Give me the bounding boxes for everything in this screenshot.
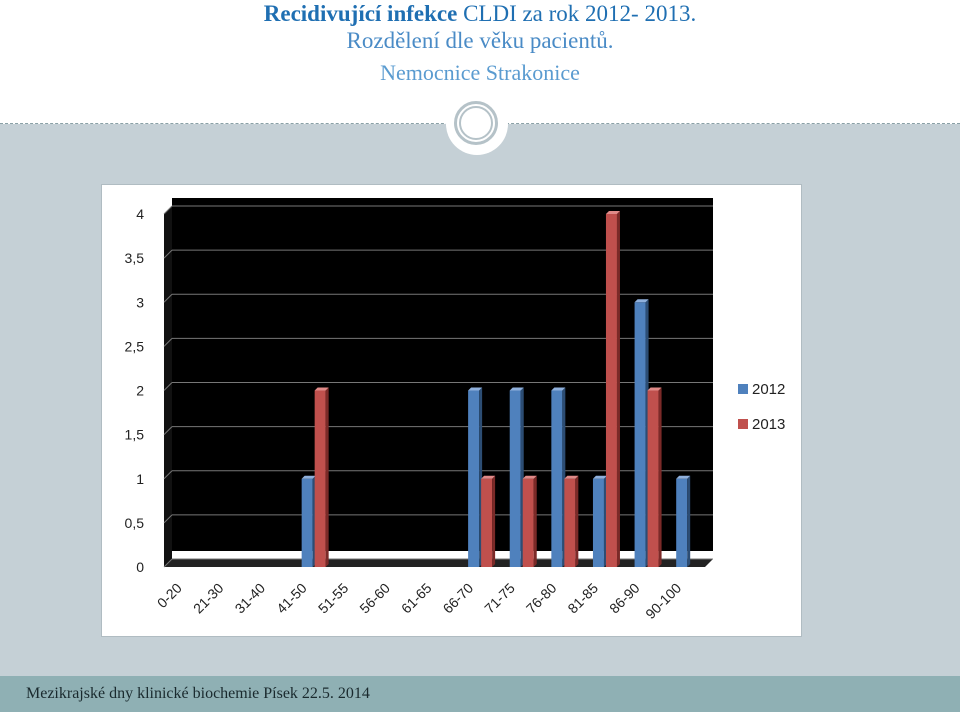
y-tick-label: 0 [136, 559, 144, 575]
bar-2013-76-80 [564, 475, 579, 567]
gridline-diagonal [163, 382, 173, 391]
gridline-diagonal [163, 426, 173, 435]
bar-2013-41-50 [314, 387, 329, 567]
gridline-diagonal [163, 249, 173, 259]
y-tick-label: 4 [136, 206, 144, 222]
slide-subtitle: Rozdělení dle věku pacientů. [346, 28, 614, 53]
decorative-ring-icon [454, 101, 498, 145]
bar-chart: 0 0,5 1 1,5 2 2,5 3 3,5 4 0-20 21-30 31-40 41-50 51-5… [125, 198, 785, 622]
decorative-inner-ring-icon [459, 106, 493, 140]
x-tick-label: 56-60 [356, 580, 393, 617]
legend-label-2012: 2012 [752, 381, 785, 398]
y-tick-label: 0,5 [125, 515, 145, 531]
plot-back-wall [172, 198, 713, 551]
bar-2013-71-75 [522, 475, 537, 567]
legend-label-2013: 2013 [752, 416, 785, 433]
legend-swatch-2012 [738, 384, 748, 394]
y-tick-label: 1,5 [125, 427, 145, 443]
bar-2013-66-70 [481, 475, 496, 567]
legend-swatch-2013 [738, 419, 748, 429]
plot-floor [164, 559, 713, 567]
y-tick-label: 1 [136, 471, 144, 487]
y-tick-label: 2,5 [125, 338, 145, 354]
x-tick-label: 61-65 [398, 580, 435, 617]
x-tick-label: 66-70 [440, 580, 477, 617]
y-tick-label: 2 [136, 383, 144, 399]
chart-panel: 0 0,5 1 1,5 2 2,5 3 3,5 4 0-20 21-30 31-40 41-50 51-5… [101, 184, 802, 637]
x-tick-label: 0-20 [154, 580, 185, 611]
title-bold-part: Recidivující infekce [263, 1, 458, 26]
bar-2012-76-80 [551, 387, 566, 567]
x-tick-label: 51-55 [315, 580, 352, 617]
y-tick-label: 3,5 [125, 250, 145, 266]
bar-2013-86-90 [647, 387, 662, 567]
hospital-name: Nemocnice Strakonice [380, 60, 580, 85]
x-tick-label: 71-75 [481, 580, 518, 617]
gridline-diagonal [163, 558, 173, 568]
x-tick-label: 31-40 [232, 580, 269, 617]
bar-2012-90-100 [676, 475, 691, 567]
gridline-diagonal [163, 514, 173, 524]
title-rest-part: CLDI za rok 2012- 2013. [457, 1, 697, 26]
footer-text: Mezikrajské dny klinické biochemie Písek… [26, 685, 370, 702]
bar-2012-86-90 [634, 299, 649, 567]
bar-2012-66-70 [468, 387, 483, 567]
x-tick-label: 81-85 [564, 580, 601, 617]
bar-2012-81-85 [592, 475, 607, 567]
y-tick-label: 3 [136, 294, 144, 310]
x-tick-label: 86-90 [606, 580, 643, 617]
x-tick-label: 76-80 [523, 580, 560, 617]
bar-2012-41-50 [301, 475, 316, 567]
x-tick-label: 41-50 [273, 580, 310, 617]
bar-2012-71-75 [509, 387, 524, 567]
gridline-diagonal [163, 470, 173, 480]
gridline-diagonal [163, 338, 173, 347]
footer-bar: Mezikrajské dny klinické biochemie Písek… [0, 676, 960, 712]
slide-title: Recidivující infekce CLDI za rok 2012- 2… [0, 0, 960, 28]
bar-2013-81-85 [605, 211, 620, 567]
x-tick-label: 90-100 [642, 580, 684, 622]
gridline-diagonal [163, 205, 173, 215]
x-tick-label: 21-30 [190, 580, 227, 617]
gridline-diagonal [163, 293, 173, 303]
